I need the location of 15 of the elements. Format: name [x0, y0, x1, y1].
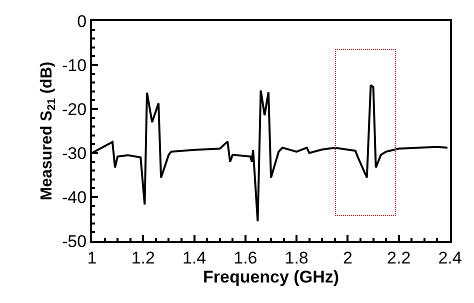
x-axis-title: Frequency (GHz): [202, 267, 340, 286]
y-tick-label: -10: [62, 56, 87, 75]
y-tick-label: 0: [77, 12, 87, 31]
x-tick-label: 2: [342, 248, 352, 268]
x-tick-label: 1.2: [131, 248, 155, 268]
x-tick-label: 1: [87, 248, 97, 268]
x-tick-label: 1.8: [284, 248, 308, 268]
y-tick-label: -30: [62, 144, 87, 163]
y-tick-label: -50: [62, 232, 87, 251]
x-tick-label: 1.4: [182, 248, 206, 268]
x-tick-label: 1.6: [234, 248, 258, 268]
y-tick-label: -20: [62, 100, 87, 119]
x-tick-label: 2.4: [438, 248, 462, 268]
x-tick-label: 2.2: [387, 248, 411, 268]
y-tick-label: -40: [62, 188, 87, 207]
